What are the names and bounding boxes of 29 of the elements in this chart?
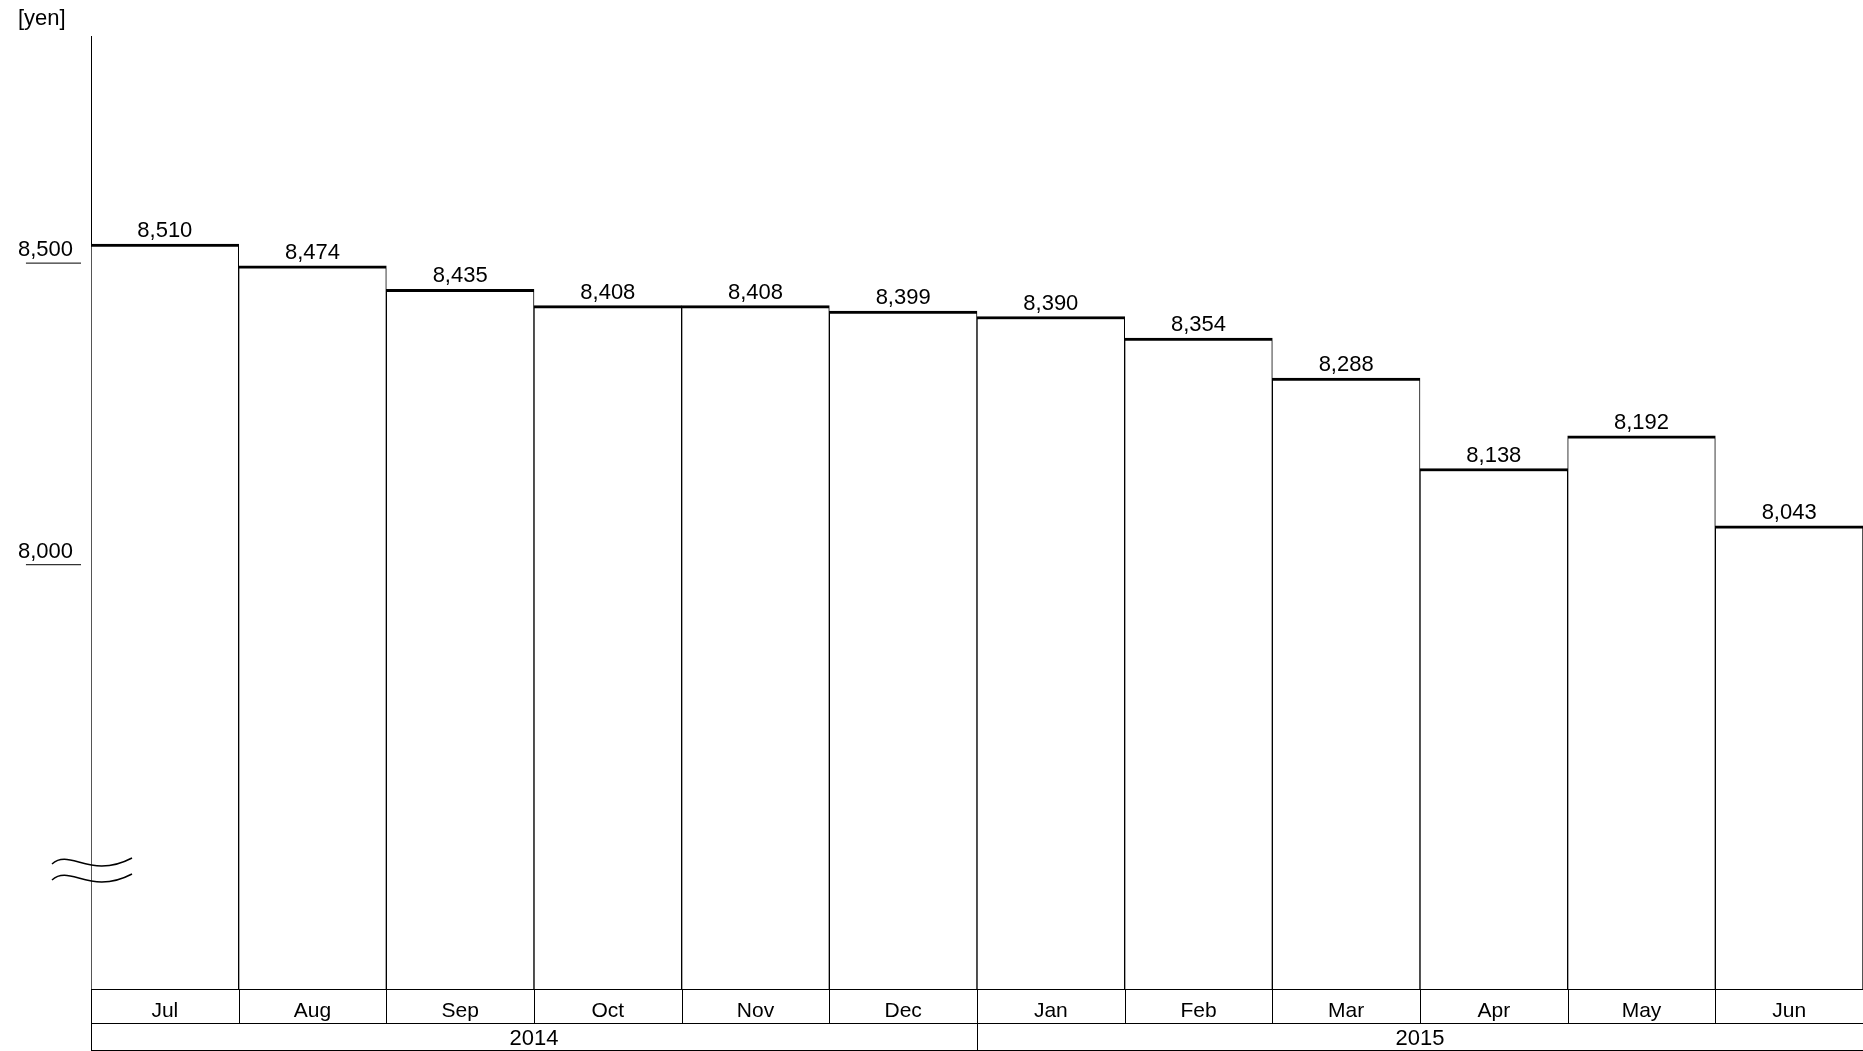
- x-tick-label: Nov: [736, 998, 775, 1022]
- text: 2015: [1395, 1025, 1445, 1051]
- data-label: 8,043: [1761, 498, 1817, 524]
- data-label: 8,435: [432, 262, 488, 288]
- data-label: 8,288: [1318, 351, 1374, 377]
- data-label: 8,408: [727, 278, 784, 304]
- x-tick-label: Mar: [1328, 998, 1365, 1022]
- y-tick-label: 8,000: [17, 537, 73, 563]
- data-label: 8,390: [1023, 289, 1079, 315]
- text: 2014: [509, 1025, 559, 1051]
- x-tick-label: Jun: [1772, 998, 1807, 1022]
- y-tick-label: 8,500: [17, 236, 73, 262]
- x-tick-label: Sep: [441, 998, 479, 1022]
- x-tick-label: Dec: [884, 998, 922, 1022]
- data-label: 8,192: [1613, 408, 1670, 434]
- x-tick-label: May: [1621, 998, 1662, 1022]
- data-label: 8,138: [1466, 441, 1522, 467]
- data-label: 8,474: [284, 238, 341, 264]
- data-label: 8,354: [1170, 311, 1227, 337]
- x-tick-label: Jan: [1033, 998, 1068, 1022]
- data-label: 8,510: [137, 217, 193, 243]
- x-tick-label: Jul: [151, 998, 179, 1022]
- x-tick-label: Aug: [293, 998, 332, 1022]
- x-tick-label: Feb: [1180, 998, 1217, 1022]
- x-tick-label: Oct: [591, 998, 625, 1022]
- data-label: 8,399: [875, 284, 931, 310]
- x-tick-label: Apr: [1477, 998, 1511, 1022]
- data-label: 8,408: [580, 278, 636, 304]
- y-axis-title: [yen]: [18, 5, 66, 31]
